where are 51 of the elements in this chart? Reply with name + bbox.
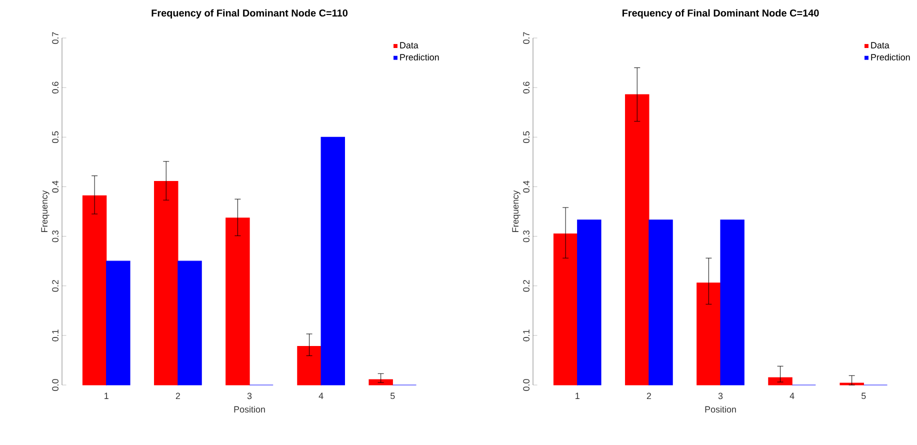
legend-label: Prediction (871, 54, 910, 60)
bar (320, 136, 345, 386)
x-tick-label: 4 (790, 392, 794, 399)
y-axis-title: Frequency (41, 190, 50, 232)
y-tick-label: 0.6 (523, 82, 530, 94)
y-tick-label: 0.1 (52, 330, 58, 342)
y-axis-title: Frequency (512, 190, 520, 232)
bar (106, 260, 130, 386)
x-axis-title: Position (234, 406, 265, 413)
y-tick-label: 0.7 (52, 32, 58, 44)
y-tick-label: 0.2 (52, 280, 58, 292)
bar (154, 180, 178, 386)
bar (625, 94, 650, 386)
y-tick-label: 0.3 (52, 230, 58, 242)
bar (178, 260, 202, 386)
y-tick-label: 0.5 (523, 131, 530, 144)
bar (368, 379, 393, 386)
y-tick-label: 0.6 (52, 82, 58, 94)
chart-title: Frequency of Final Dominant Node C=110 (152, 9, 348, 19)
x-tick-label: 5 (862, 392, 866, 400)
bar (768, 377, 792, 386)
y-tick-label: 0.0 (52, 379, 58, 391)
legend-label: Prediction (400, 54, 439, 60)
legend-label: Data (400, 42, 418, 48)
bar (696, 282, 721, 386)
bar (226, 218, 250, 386)
y-tick-label: 0.4 (523, 180, 530, 193)
x-tick-label: 5 (390, 392, 395, 400)
chart-title: Frequency of Final Dominant Node C=140 (622, 9, 819, 19)
x-tick-label: 1 (104, 392, 108, 399)
bar (82, 195, 107, 386)
bar (577, 220, 602, 386)
x-tick-label: 1 (576, 392, 580, 399)
y-tick-label: 0.7 (523, 32, 530, 44)
y-tick-label: 0.3 (523, 230, 530, 242)
x-tick-label: 3 (247, 392, 252, 400)
x-tick-label: 4 (318, 392, 324, 399)
y-tick-label: 0.4 (52, 180, 58, 193)
x-axis-title: Position (705, 406, 736, 413)
x-tick-label: 2 (176, 392, 180, 400)
y-tick-label: 0.5 (52, 131, 58, 144)
bar (648, 220, 673, 386)
legend-label: Data (871, 42, 890, 48)
bar (553, 234, 578, 386)
y-tick-label: 0.2 (523, 280, 530, 292)
bar (720, 220, 744, 386)
y-tick-label: 0.0 (523, 379, 530, 391)
x-tick-label: 2 (646, 392, 651, 400)
bar (297, 346, 322, 386)
x-tick-label: 3 (718, 392, 723, 400)
y-tick-label: 0.1 (523, 330, 530, 342)
